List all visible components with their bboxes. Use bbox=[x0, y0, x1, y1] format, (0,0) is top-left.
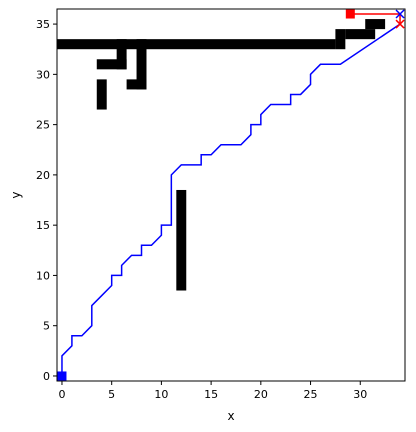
obstacle-block bbox=[116, 39, 127, 70]
x-tick-label: 0 bbox=[58, 388, 65, 401]
x-tick-label: 25 bbox=[304, 388, 318, 401]
marker-layer bbox=[57, 9, 405, 381]
y-tick-label: 20 bbox=[36, 169, 50, 182]
y-tick-label: 35 bbox=[36, 18, 50, 31]
obstacle-block bbox=[176, 189, 187, 291]
obstacle-block bbox=[126, 79, 147, 90]
x-tick-label: 15 bbox=[204, 388, 218, 401]
goal-cross-marker bbox=[395, 9, 405, 19]
path-line-1 bbox=[61, 23, 401, 376]
plot-frame bbox=[56, 8, 406, 382]
y-tick-label: 5 bbox=[43, 320, 50, 333]
obstacle-block bbox=[136, 39, 147, 90]
goal-marker bbox=[395, 19, 405, 29]
obstacle-block bbox=[57, 39, 336, 50]
x-tick-label: 10 bbox=[154, 388, 168, 401]
y-tick-label: 15 bbox=[36, 219, 50, 232]
x-axis-label: x bbox=[227, 409, 234, 423]
start-marker bbox=[57, 371, 67, 381]
obstacle-block bbox=[365, 19, 386, 30]
obstacle-block bbox=[96, 79, 107, 110]
start-marker bbox=[345, 9, 355, 19]
y-tick-label: 10 bbox=[36, 269, 50, 282]
obstacle-block bbox=[96, 59, 127, 70]
y-tick-label: 30 bbox=[36, 68, 50, 81]
x-tick-label: 5 bbox=[108, 388, 115, 401]
y-axis-label: y bbox=[9, 191, 23, 198]
obstacle-layer bbox=[57, 19, 386, 291]
x-tick-label: 30 bbox=[353, 388, 367, 401]
x-axis: 0 5 10 15 20 25 30 bbox=[58, 381, 367, 401]
y-tick-label: 0 bbox=[43, 370, 50, 383]
y-axis: 0 5 10 15 20 25 30 35 bbox=[36, 18, 57, 383]
y-tick-label: 25 bbox=[36, 119, 50, 132]
obstacle-block bbox=[335, 29, 346, 50]
x-tick-label: 20 bbox=[254, 388, 268, 401]
obstacle-block bbox=[345, 29, 376, 40]
